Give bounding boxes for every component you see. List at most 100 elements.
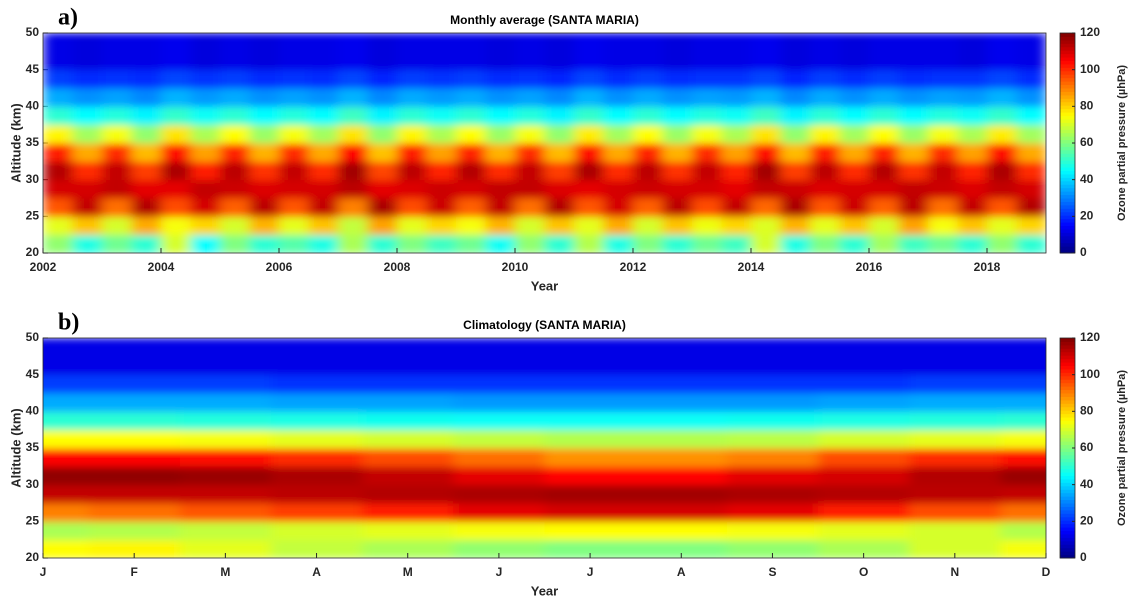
- heatmap-cell: [633, 216, 663, 236]
- heatmap-cell: [544, 448, 637, 467]
- plot-frame: [42, 32, 1047, 254]
- colorbar-segment: [1060, 70, 1075, 75]
- heatmap-cell: [179, 448, 272, 467]
- heatmap-cell: [179, 411, 272, 431]
- colorbar-segment: [1060, 132, 1075, 137]
- colorbar-segment: [1060, 441, 1075, 446]
- colorbar-segment: [1060, 81, 1075, 86]
- heatmap-cell: [869, 161, 899, 181]
- heatmap-cell: [362, 429, 454, 449]
- heatmap-cell: [633, 198, 663, 217]
- heatmap-cell: [515, 198, 545, 217]
- heatmap-cell: [987, 69, 1017, 89]
- heatmap-cell: [1000, 466, 1046, 486]
- colorbar-segment: [1060, 143, 1075, 147]
- heatmap-cell: [72, 88, 103, 107]
- colorbar-segment: [1060, 218, 1075, 223]
- colorbar-segment: [1060, 208, 1075, 213]
- heatmap-clip: [43, 338, 1046, 558]
- heatmap-cell: [574, 179, 604, 199]
- heatmap-cell: [88, 393, 181, 412]
- heatmap-cell: [362, 484, 454, 504]
- colorbar-segment: [1060, 358, 1075, 363]
- heatmap-cell: [279, 216, 309, 236]
- colorbar-segment: [1060, 544, 1075, 549]
- heatmap-cell: [818, 411, 910, 431]
- heatmap-cell: [72, 179, 103, 199]
- heatmap-cell: [308, 198, 339, 217]
- heatmap-cell: [456, 161, 486, 181]
- heatmap-cell: [43, 216, 73, 236]
- heatmap-cell: [161, 234, 191, 253]
- heatmap-cell: [544, 466, 637, 486]
- heatmap-cell: [397, 33, 427, 71]
- colorbar-segment: [1060, 499, 1075, 504]
- colorbar-segment: [1060, 101, 1075, 106]
- colorbar-segment: [1060, 396, 1075, 401]
- heatmap-cell: [898, 234, 929, 253]
- heatmap-cell: [726, 466, 819, 486]
- heatmap-cell: [190, 124, 221, 144]
- x-tick-label: 2016: [856, 260, 883, 274]
- heatmap-cell: [898, 216, 929, 236]
- panel-label: b): [58, 310, 79, 336]
- x-tick-label: 2002: [30, 260, 57, 274]
- colorbar-segment: [1060, 472, 1075, 476]
- heatmap-cell: [898, 198, 929, 217]
- colorbar-segment: [1060, 232, 1075, 237]
- heatmap-cell: [338, 216, 368, 236]
- heatmap-cell: [780, 216, 811, 236]
- colorbar-segment: [1060, 242, 1075, 247]
- heatmap-cell: [456, 179, 486, 199]
- heatmap: [43, 338, 1046, 558]
- heatmap-cell: [338, 198, 368, 217]
- heatmap-cell: [249, 106, 280, 126]
- heatmap-cell: [810, 124, 840, 144]
- colorbar-segment: [1060, 382, 1075, 387]
- heatmap-cell: [179, 466, 272, 486]
- heatmap-cell: [1016, 106, 1046, 126]
- heatmap-cell: [43, 429, 90, 449]
- colorbar-segment: [1060, 105, 1075, 110]
- colorbar-segment: [1060, 194, 1075, 199]
- heatmap-cell: [72, 143, 103, 162]
- heatmap-cell: [190, 143, 221, 162]
- colorbar-segment: [1060, 399, 1075, 404]
- heatmap-cell: [362, 503, 454, 522]
- heatmap-cell: [869, 33, 899, 71]
- heatmap-cell: [43, 179, 73, 199]
- heatmap-cell: [338, 69, 368, 89]
- colorbar-segment: [1060, 215, 1075, 220]
- heatmap-cell: [453, 393, 545, 412]
- heatmap-cell: [220, 216, 250, 236]
- colorbar-segment: [1060, 417, 1075, 421]
- heatmap-cell: [574, 69, 604, 89]
- heatmap-cell: [249, 143, 280, 162]
- heatmap-cell: [102, 33, 132, 71]
- x-tick-label: M: [220, 565, 230, 579]
- heatmap-cell: [367, 33, 398, 71]
- heatmap-cell: [102, 198, 132, 217]
- heatmap-cell: [1000, 539, 1046, 558]
- heatmap-cell: [270, 448, 363, 467]
- colorbar-segment: [1060, 156, 1075, 161]
- heatmap-cell: [43, 106, 73, 126]
- heatmap-cell: [362, 521, 454, 541]
- heatmap-cell: [780, 198, 811, 217]
- heatmap-cell: [869, 216, 899, 236]
- heatmap-cell: [220, 124, 250, 144]
- colorbar-segment: [1060, 198, 1075, 202]
- colorbar-segment: [1060, 461, 1075, 466]
- heatmap-cell: [279, 179, 309, 199]
- heatmap-cell: [88, 429, 181, 449]
- heatmap-cell: [453, 484, 545, 504]
- heatmap-cell: [308, 88, 339, 107]
- heatmap-cell: [692, 69, 722, 89]
- y-axis-label: Altitude (km): [8, 103, 23, 182]
- heatmap-cell: [338, 88, 368, 107]
- heatmap-cell: [987, 88, 1017, 107]
- y-tick-label: 50: [26, 330, 40, 344]
- heatmap-cell: [603, 124, 634, 144]
- heatmap-cell: [957, 69, 988, 89]
- heatmap-cell: [751, 198, 781, 217]
